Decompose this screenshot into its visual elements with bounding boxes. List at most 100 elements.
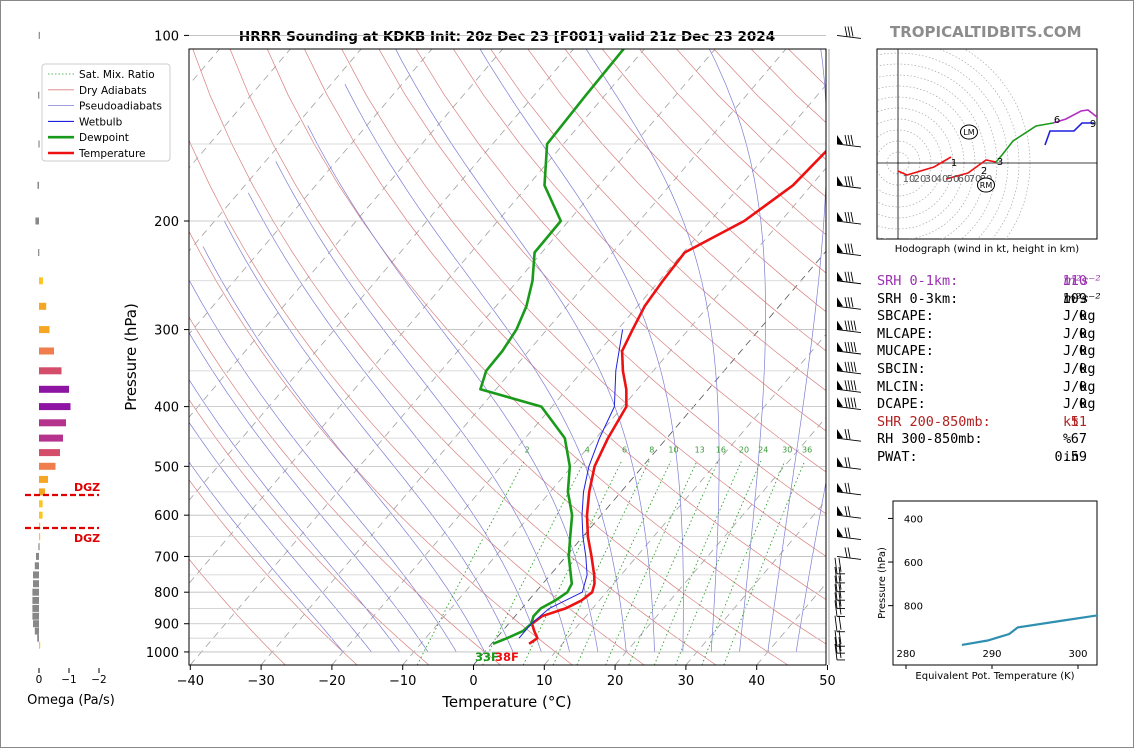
- wind-barb: [836, 506, 862, 519]
- theta-y-tick-label: 600: [904, 558, 923, 569]
- x-tick-label: 10: [536, 674, 553, 689]
- wind-barb: [834, 643, 845, 661]
- omega-bar: [37, 634, 39, 642]
- hodograph-ring-label: 40: [936, 174, 949, 185]
- wind-barb: [836, 176, 862, 189]
- svg-text:LM: LM: [963, 128, 974, 137]
- dewpoint-line: [479, 49, 626, 646]
- omega-bar: [39, 500, 43, 508]
- omega-bar: [33, 620, 39, 628]
- omega-bar: [39, 403, 71, 411]
- wind-barb: [836, 482, 862, 496]
- wind-barb: [834, 637, 845, 654]
- pseudoadiabat: [344, 84, 627, 652]
- omega-bar: [35, 217, 39, 225]
- dry-adiabat: [189, 230, 573, 665]
- wind-barb: [834, 566, 845, 584]
- omega-bar: [37, 181, 39, 189]
- hodograph-ring-label: 10: [903, 174, 916, 185]
- wind-barb: [834, 592, 845, 609]
- omega-bar: [39, 367, 62, 375]
- x-tick-label: 20: [607, 674, 624, 689]
- mixing-ratio-line: [701, 460, 786, 665]
- dry-adiabat: [189, 479, 358, 665]
- isotherm-line: [189, 49, 291, 169]
- wind-barb: [836, 429, 862, 442]
- isotherm-line: [189, 49, 716, 665]
- omega-bar: [39, 641, 41, 649]
- y-tick-label: 600: [154, 509, 179, 524]
- x-tick-label: 0: [469, 674, 477, 689]
- stat-row-srh-0-1: SRH 0-1km: 110 m²s⁻²: [877, 273, 1101, 289]
- omega-bar: [39, 449, 60, 457]
- dry-adiabat: [415, 49, 826, 473]
- omega-bar: [38, 140, 40, 148]
- dry-adiabat: [527, 49, 826, 352]
- dgz-label-top: DGZ: [74, 481, 100, 494]
- hodograph-ring-label: 30: [925, 174, 938, 185]
- omega-x-ticks: 0 −1 −2: [36, 668, 107, 686]
- omega-bar: [33, 580, 39, 588]
- wind-barb: [836, 211, 862, 225]
- wind-barbs: [834, 26, 862, 661]
- dry-adiabat: [341, 49, 826, 557]
- omega-bar: [39, 522, 41, 530]
- pseudoadiabat: [223, 220, 514, 653]
- isotherm-line: [331, 84, 826, 665]
- stat-row-mlcin: MLCIN: 0 J/kg: [877, 378, 1096, 395]
- dry-adiabat: [266, 49, 826, 645]
- isotherm-line: [189, 49, 504, 418]
- theta-y-tick-label: 400: [904, 514, 923, 525]
- hodograph-height-label: 6: [1054, 115, 1060, 126]
- hodograph-segment: [945, 159, 997, 180]
- mixing-ratio-label: 4: [585, 445, 590, 454]
- theta-x-tick-label: 290: [982, 649, 1001, 660]
- theta-y-tick-label: 800: [904, 602, 923, 613]
- mixing-ratio-line: [605, 460, 698, 665]
- hodograph-height-label: 9: [1090, 119, 1096, 130]
- legend-label: Temperature: [78, 148, 146, 160]
- isotherm-line: [614, 416, 826, 665]
- omega-bar: [39, 302, 47, 310]
- wind-barb: [836, 547, 862, 560]
- stat-unit: %: [1063, 431, 1072, 448]
- omega-bar: [39, 419, 66, 427]
- dgz-label-bottom: DGZ: [74, 532, 100, 545]
- isotherm-line: [189, 49, 575, 501]
- mixing-ratio-label: 13: [695, 445, 705, 454]
- stat-row-srh-0-3: SRH 0-3km: 109 m²s⁻²: [877, 290, 1101, 307]
- wind-barb: [834, 615, 845, 633]
- stat-row-mucape: MUCAPE: 0 J/kg: [877, 343, 1096, 360]
- stat-row-rh: RH 300-850mb: 67%: [877, 431, 1087, 448]
- hodograph-ring-label: 70: [969, 174, 982, 185]
- omega-tick-label: 0: [36, 674, 43, 686]
- x-tick-label: 30: [678, 674, 695, 689]
- isotherm-line: [189, 49, 362, 252]
- pseudoadiabat: [307, 125, 599, 652]
- legend-label: Wetbulb: [79, 116, 123, 128]
- wind-barb: [834, 600, 845, 617]
- omega-bar: [39, 462, 56, 470]
- wind-barb: [836, 397, 862, 411]
- y-tick-label: 400: [154, 401, 179, 416]
- wind-barb: [836, 320, 862, 334]
- omega-bar: [39, 475, 48, 483]
- wind-barb: [836, 243, 862, 256]
- omega-tick-label: −1: [61, 674, 76, 686]
- dry-adiabat: [304, 49, 826, 601]
- wind-barb: [836, 527, 862, 541]
- pseudoadiabat: [202, 246, 485, 653]
- skewt-y-label: Pressure (hPa): [122, 303, 140, 411]
- x-tick-label: 50: [819, 674, 836, 689]
- omega-bar: [32, 588, 39, 596]
- hodograph-caption: Hodograph (wind in kt, height in km): [895, 244, 1080, 255]
- temperature-line: [528, 149, 826, 645]
- mixing-ratio-label: 8: [649, 445, 654, 454]
- theta-e-frame: [892, 500, 1098, 666]
- stat-unit: J/kg: [1063, 343, 1096, 360]
- mixing-ratio-label: 30: [782, 445, 792, 454]
- wind-barb: [834, 575, 845, 593]
- dry-adiabat: [189, 398, 430, 665]
- stat-row-mlcape: MLCAPE: 0 J/kg: [877, 325, 1096, 342]
